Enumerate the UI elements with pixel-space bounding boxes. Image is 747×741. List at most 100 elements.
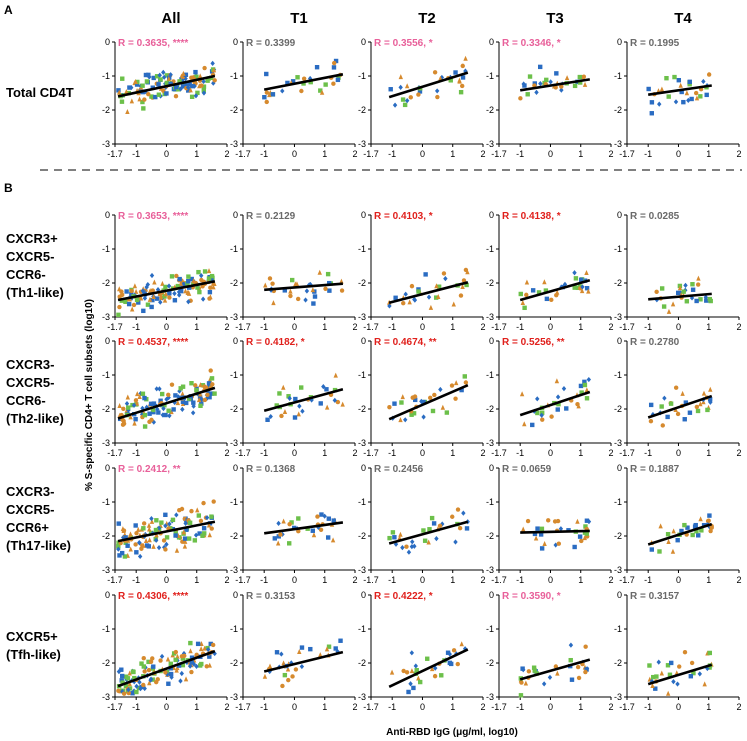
y-tick-label: 0 <box>489 590 494 600</box>
data-point <box>208 368 213 373</box>
x-tick-label: -1.7 <box>619 702 635 712</box>
data-point <box>665 663 671 668</box>
data-point <box>141 526 146 531</box>
data-point <box>648 419 654 424</box>
y-tick-label: 0 <box>233 336 238 346</box>
data-point <box>130 691 135 696</box>
data-point <box>193 383 198 388</box>
data-point <box>174 512 179 518</box>
data-point <box>534 89 539 95</box>
data-point <box>297 403 302 409</box>
data-point <box>296 516 301 521</box>
x-tick-label: -1 <box>388 575 396 585</box>
data-point <box>158 77 163 82</box>
regression-line <box>388 648 469 688</box>
data-point <box>150 85 155 90</box>
scatter-plot: 0 -1 -2 -3-1.7 -1 0 1 2 R = 0.4306, **** <box>102 590 230 712</box>
data-point <box>168 72 173 78</box>
data-point <box>181 529 187 535</box>
data-point <box>276 520 281 526</box>
data-point <box>694 298 699 304</box>
data-point <box>408 95 413 100</box>
regression-line <box>388 281 469 304</box>
x-tick-label: 2 <box>608 149 613 159</box>
column-title: T2 <box>418 10 436 27</box>
x-tick-label: 0 <box>292 322 297 332</box>
data-point <box>152 279 157 285</box>
data-point <box>572 285 577 290</box>
data-point <box>163 547 168 552</box>
data-point <box>538 532 544 537</box>
y-tick-label: -2 <box>486 278 494 288</box>
data-point <box>583 644 588 649</box>
data-point <box>186 299 191 305</box>
data-point <box>459 387 464 393</box>
row-label-line: CCR6- <box>6 393 46 408</box>
data-point <box>164 396 169 402</box>
data-point <box>166 408 171 413</box>
x-tick-label: 2 <box>736 322 741 332</box>
data-point <box>168 671 174 677</box>
data-point <box>134 297 140 303</box>
data-point <box>314 64 320 70</box>
data-point <box>521 81 526 87</box>
regression-line <box>117 649 216 688</box>
data-point <box>293 667 299 672</box>
data-point <box>190 410 196 416</box>
data-point <box>146 91 151 97</box>
data-point <box>199 273 204 279</box>
correlation-label: R = 0.4537, **** <box>118 337 188 348</box>
data-point <box>690 532 695 538</box>
x-tick-label: -1.7 <box>491 149 507 159</box>
x-tick-label: 1 <box>322 448 327 458</box>
y-tick-label: -1 <box>614 71 622 81</box>
data-point <box>665 690 671 696</box>
data-point <box>584 396 590 401</box>
x-tick-label: -1.7 <box>363 149 379 159</box>
data-point <box>126 405 131 410</box>
data-point <box>335 648 340 655</box>
data-point <box>129 288 134 294</box>
x-tick-label: 0 <box>164 702 169 712</box>
data-point <box>295 296 301 302</box>
data-point <box>181 650 187 657</box>
data-point <box>576 675 582 681</box>
data-point <box>410 539 415 545</box>
data-point <box>650 683 655 689</box>
x-tick-label: 2 <box>224 322 229 332</box>
data-point <box>180 656 185 661</box>
data-point <box>421 414 426 420</box>
data-point <box>209 277 214 282</box>
data-point <box>297 648 302 654</box>
x-tick-label: -1.7 <box>107 575 123 585</box>
data-point <box>202 384 207 389</box>
data-point <box>688 674 694 679</box>
x-tick-label: 0 <box>548 448 553 458</box>
scatter-plot: 0 -1 -2 -3-1.7 -1 0 1 2 R = 0.4138, * <box>486 210 614 332</box>
data-point <box>189 94 195 100</box>
data-point <box>426 294 432 300</box>
data-point <box>321 384 326 390</box>
data-point <box>678 82 683 88</box>
data-point <box>579 277 584 282</box>
data-point <box>154 386 159 392</box>
data-point <box>327 280 332 286</box>
data-point <box>323 82 328 87</box>
data-point <box>666 538 671 544</box>
x-tick-label: -1.7 <box>235 575 251 585</box>
data-point <box>182 543 188 549</box>
data-point <box>584 531 589 536</box>
data-point <box>518 693 524 698</box>
scatter-plot: 0 -1 -2 -3-1.7 -1 0 1 2 R = 0.3556, * <box>358 37 486 159</box>
data-point <box>649 111 654 116</box>
data-point <box>687 410 693 415</box>
data-point <box>553 542 558 548</box>
data-point <box>399 400 404 405</box>
data-point <box>417 679 423 685</box>
data-point <box>137 540 142 546</box>
correlation-label: R = 0.4182, * <box>246 337 305 348</box>
regression-line <box>117 386 216 420</box>
data-point <box>463 55 468 61</box>
data-point <box>579 288 585 294</box>
data-point <box>464 282 469 288</box>
